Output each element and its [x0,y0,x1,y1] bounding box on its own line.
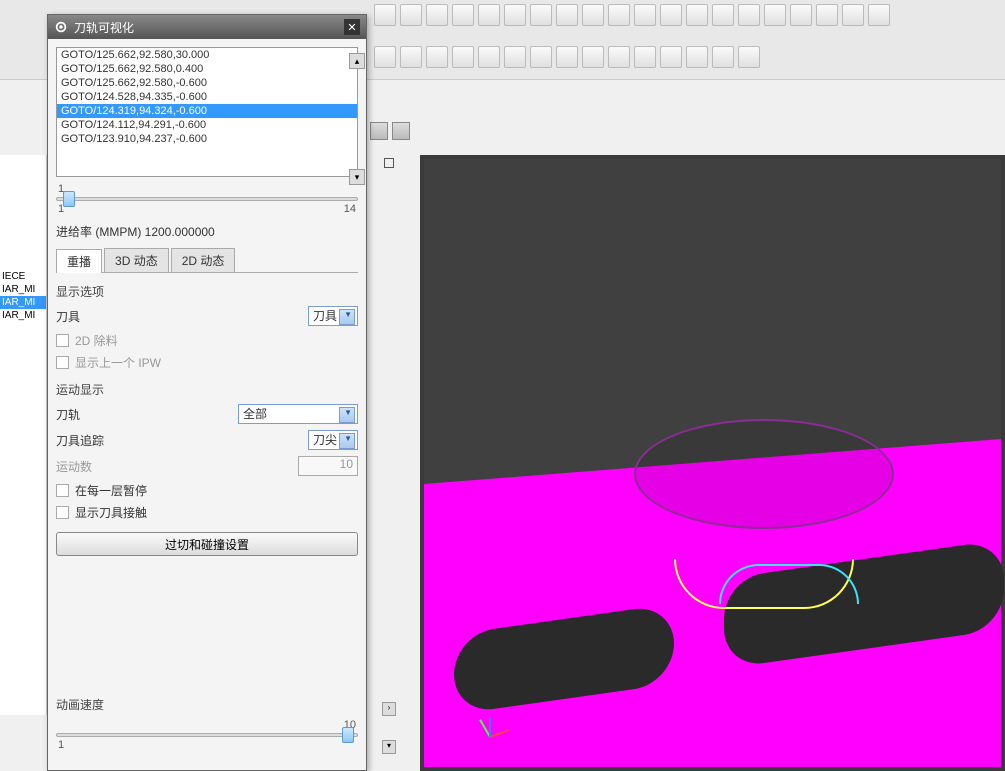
toolbar-icon[interactable] [660,46,682,68]
wireframe-cube-icon[interactable] [392,122,410,140]
goto-listbox[interactable]: GOTO/125.662,92.580,30.000GOTO/125.662,9… [56,47,358,177]
toolbar-icon[interactable] [556,46,578,68]
3d-viewport[interactable] [420,155,1005,771]
tree-item[interactable]: IECE [0,270,46,283]
toolbar-icon[interactable] [686,46,708,68]
toolbar-icon[interactable] [712,46,734,68]
toolbar-icon[interactable] [400,46,422,68]
toolbar-icon[interactable] [452,46,474,68]
viewport-canvas [424,159,1001,767]
goto-line[interactable]: GOTO/125.662,92.580,30.000 [57,48,357,62]
toolbar-icon[interactable] [816,4,838,26]
toolbar-icon[interactable] [634,4,656,26]
toolpath-select[interactable]: 全部 [238,404,358,424]
tree-item[interactable]: IAR_MI [0,283,46,296]
toolbar-icon[interactable] [374,4,396,26]
toolbar-icon[interactable] [452,4,474,26]
pause-layer-label: 在每一层暂停 [75,482,147,499]
tab-bar: 重播3D 动态2D 动态 [56,248,358,273]
toolbar-icon[interactable] [790,4,812,26]
show-prev-ipw-label: 显示上一个 IPW [75,354,161,371]
toolbar-icon[interactable] [504,4,526,26]
show-contact-checkbox[interactable] [56,506,69,519]
toolbar-icon[interactable] [608,4,630,26]
tab-2[interactable]: 2D 动态 [171,248,236,272]
feedrate-label: 进给率 (MMPM) 1200.000000 [56,223,358,240]
anim-speed-heading: 动画速度 [56,696,358,713]
tool-label: 刀具 [56,308,156,325]
toolpath-label: 刀轨 [56,406,156,423]
scroll-down-icon[interactable]: ▾ [349,169,365,185]
tree-item[interactable]: IAR_MI [0,296,46,309]
toolbar-icon[interactable] [374,46,396,68]
motion-count-label: 运动数 [56,458,156,475]
toolbar-row-2 [370,42,1005,82]
toolbar-icon[interactable] [868,4,890,26]
motion-count-input: 10 [298,456,358,476]
toolbar-icon[interactable] [426,46,448,68]
toolbar-icon[interactable] [686,4,708,26]
anim-speed-slider[interactable] [56,733,358,737]
toolbar-icon[interactable] [842,4,864,26]
toolbar-icon[interactable] [556,4,578,26]
operation-tree: IECEIAR_MIIAR_MIIAR_MI [0,155,47,715]
circular-recess [634,419,894,529]
goto-line[interactable]: GOTO/124.528,94.335,-0.600 [57,90,357,104]
toolbar-icon[interactable] [504,46,526,68]
collision-settings-button[interactable]: 过切和碰撞设置 [56,532,358,556]
pause-layer-checkbox[interactable] [56,484,69,497]
toolbar-icon[interactable] [478,46,500,68]
goto-line[interactable]: GOTO/124.319,94.324,-0.600 [57,104,357,118]
gear-icon [54,20,68,34]
shaded-cube-icon[interactable] [370,122,388,140]
toolbar-icon[interactable] [582,46,604,68]
slider-thumb[interactable] [342,727,354,743]
toolbar-icon[interactable] [530,46,552,68]
toolbar-icon[interactable] [582,4,604,26]
toolpath-visualization-dialog: 刀轨可视化 ✕ GOTO/125.662,92.580,30.000GOTO/1… [47,14,367,771]
show-contact-label: 显示刀具接触 [75,504,147,521]
view-cube-icons [370,122,410,140]
viewport-marker-icon [384,158,394,168]
toolbar-icon[interactable] [660,4,682,26]
show-prev-ipw-checkbox [56,356,69,369]
toolbar-icon[interactable] [764,4,786,26]
scroll-right-icon[interactable]: › [382,702,396,716]
goto-line[interactable]: GOTO/125.662,92.580,0.400 [57,62,357,76]
toolbar-icon[interactable] [738,4,760,26]
toolbar-row-1 [370,0,1005,40]
dialog-titlebar[interactable]: 刀轨可视化 ✕ [48,15,366,39]
toolbar-icon[interactable] [530,4,552,26]
tab-1[interactable]: 3D 动态 [104,248,169,272]
slider-thumb[interactable] [63,191,75,207]
csys-triad-icon [474,707,504,737]
toolbar-icon[interactable] [608,46,630,68]
position-slider[interactable] [56,197,358,201]
dialog-title-text: 刀轨可视化 [74,19,134,36]
dropdown-icon[interactable]: ▾ [382,740,396,754]
toolbar-icon[interactable] [400,4,422,26]
scroll-up-icon[interactable]: ▴ [349,53,365,69]
anim-speed-min: 1 [58,739,64,751]
2d-removal-label: 2D 除料 [75,332,118,349]
close-button[interactable]: ✕ [344,19,360,35]
tool-trace-select[interactable]: 刀尖 [308,430,358,450]
goto-line[interactable]: GOTO/124.112,94.291,-0.600 [57,118,357,132]
slider-max-label: 14 [344,203,356,215]
toolbar-icon[interactable] [738,46,760,68]
toolpath-arc [719,564,859,604]
toolbar-icon[interactable] [478,4,500,26]
goto-line[interactable]: GOTO/125.662,92.580,-0.600 [57,76,357,90]
2d-removal-checkbox [56,334,69,347]
tool-trace-label: 刀具追踪 [56,432,156,449]
toolbar-icon[interactable] [712,4,734,26]
tool-select[interactable]: 刀具 [308,306,358,326]
display-options-heading: 显示选项 [56,283,358,300]
toolbar-icon[interactable] [426,4,448,26]
motion-display-heading: 运动显示 [56,381,358,398]
toolbar-icon[interactable] [634,46,656,68]
tree-item[interactable]: IAR_MI [0,309,46,322]
goto-line[interactable]: GOTO/123.910,94.237,-0.600 [57,132,357,146]
tab-0[interactable]: 重播 [56,249,102,273]
